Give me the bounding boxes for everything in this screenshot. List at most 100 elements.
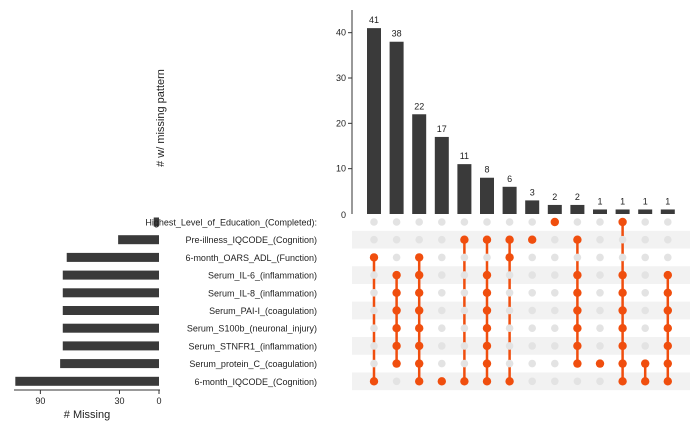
matrix-dot-inactive [618, 253, 627, 262]
intersection-count-label: 1 [643, 196, 648, 206]
matrix-dot-inactive [573, 218, 582, 226]
matrix-dot-inactive [438, 253, 446, 262]
variable-label: Serum_IL-6_(inflammation) [208, 271, 317, 281]
variable-label: Serum_protein_C_(coagulation) [189, 359, 317, 369]
matrix-dot-active [573, 324, 582, 333]
matrix-dot-active [618, 341, 627, 351]
matrix-dot-inactive [370, 235, 378, 244]
intersection-y-tick-label: 30 [336, 73, 346, 83]
intersection-bar [480, 177, 494, 214]
variable-labels: Highest_Level_of_Education_(Completed): P… [145, 218, 317, 387]
matrix-dot-active [415, 341, 424, 351]
set-size-bar [153, 217, 159, 227]
matrix-dot-active [618, 288, 627, 297]
variable-label: 6-month_OARS_ADL_(Function) [185, 253, 317, 263]
matrix-dot-inactive [415, 235, 424, 244]
matrix-dot-inactive [664, 235, 672, 244]
intersection-bar [434, 136, 449, 214]
matrix-dot-active [415, 324, 424, 333]
intersection-bar [367, 28, 381, 215]
matrix-dot-active [618, 270, 627, 280]
matrix-dot-inactive [551, 235, 559, 244]
matrix-dot-inactive [641, 289, 649, 297]
matrix-dot-active [573, 341, 582, 351]
matrix-dot-inactive [370, 306, 378, 315]
intersection-count-label: 1 [620, 196, 625, 206]
variable-label: 6-month_IQCODE_(Cognition) [194, 377, 317, 387]
matrix-dot-inactive [505, 271, 514, 279]
matrix-dot-inactive [370, 289, 378, 297]
matrix-dot-active [663, 341, 672, 351]
matrix-dot-inactive [528, 271, 536, 279]
matrix-dot-active [573, 288, 582, 297]
intersection-count-label: 2 [552, 192, 557, 202]
intersection-count-label: 11 [460, 151, 469, 161]
intersection-count-label: 38 [392, 29, 402, 39]
matrix-dot-inactive [438, 271, 446, 279]
intersection-bar [593, 209, 607, 214]
matrix-dot-inactive [528, 324, 536, 333]
matrix-dot-inactive [438, 289, 446, 297]
matrix-dot-inactive [664, 253, 672, 262]
matrix-dot-active [415, 359, 424, 368]
matrix-dot-inactive [596, 306, 604, 315]
matrix-dot-active [573, 235, 582, 244]
intersection-bar [412, 114, 427, 214]
matrix-dot-inactive [460, 306, 469, 315]
row-stripe [352, 372, 690, 391]
matrix-dot-active [482, 359, 492, 368]
matrix-dot-inactive [528, 359, 536, 368]
set-size-bars [15, 217, 160, 386]
matrix-dot-inactive [460, 359, 469, 368]
intersection-y-tick-label: 10 [336, 164, 346, 174]
matrix-dot-inactive [460, 253, 469, 262]
intersection-bar [502, 186, 517, 214]
matrix-dot-inactive [664, 218, 672, 226]
matrix-dot-active [663, 377, 672, 386]
matrix-dot-inactive [573, 377, 582, 386]
intersection-count-label: 2 [575, 192, 580, 202]
matrix-dot-active [437, 377, 446, 386]
matrix-dot-inactive [460, 271, 469, 279]
matrix-dot-inactive [392, 218, 401, 226]
matrix-dot-active [663, 306, 672, 315]
matrix-dot-inactive [528, 218, 536, 226]
matrix-dot-inactive [505, 306, 514, 315]
intersection-count-label: 8 [484, 165, 489, 175]
intersection-y-tick-label: 20 [336, 118, 346, 128]
matrix-dot-active [369, 377, 379, 386]
matrix-dot-inactive [505, 289, 514, 297]
set-size-x-ticks: 90 30 0 [35, 390, 162, 406]
matrix-dot-inactive [551, 324, 559, 333]
matrix-dot-inactive [438, 324, 446, 333]
matrix-dot-active [460, 235, 469, 244]
matrix-dot-inactive [528, 342, 536, 350]
intersection-y-tick-label: 40 [336, 28, 346, 38]
set-size-tick-label: 30 [114, 396, 124, 406]
matrix-dot-inactive [551, 253, 559, 262]
matrix-row-stripes [352, 230, 690, 391]
matrix-dot-active [415, 306, 424, 315]
set-size-tick-label: 90 [35, 396, 45, 406]
variable-label: Highest_Level_of_Education_(Completed): [145, 218, 317, 228]
matrix-dot-inactive [641, 324, 649, 333]
matrix-dot-active [415, 270, 424, 280]
intersection-y-tick-label-zero: 0 [341, 210, 346, 220]
matrix-dot-inactive [641, 253, 649, 262]
row-stripe [352, 230, 690, 249]
matrix-dot-inactive [460, 342, 469, 350]
matrix-dot-inactive [528, 377, 536, 386]
matrix-dot-active [392, 306, 401, 315]
intersection-bar [615, 209, 630, 214]
matrix-dot-active [618, 359, 627, 368]
matrix-dot-inactive [596, 377, 604, 386]
matrix-dot-inactive [551, 377, 559, 386]
intersection-count-label: 41 [369, 15, 379, 25]
row-stripe [352, 301, 690, 320]
matrix-dot-active [392, 341, 401, 351]
matrix-dot-active [482, 235, 492, 244]
set-size-axis-label: # Missing [64, 409, 110, 421]
matrix-dot-active [618, 306, 627, 315]
matrix-dot-active [482, 377, 492, 386]
set-size-bar [62, 341, 159, 351]
